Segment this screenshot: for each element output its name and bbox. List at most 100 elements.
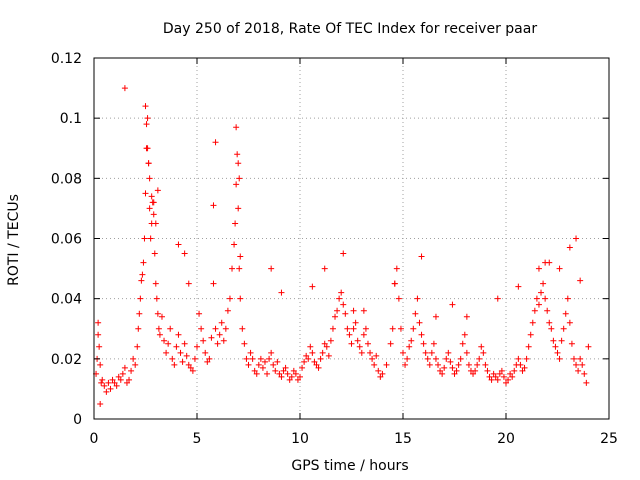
data-point: [465, 361, 472, 368]
data-point: [523, 355, 530, 362]
x-axis-label: GPS time / hours: [291, 458, 408, 474]
data-point: [478, 343, 485, 350]
data-point: [261, 358, 268, 365]
data-point: [175, 241, 182, 248]
data-point: [529, 319, 536, 326]
data-point: [224, 307, 231, 314]
data-point: [379, 370, 386, 377]
data-point: [303, 352, 310, 359]
data-point: [119, 370, 126, 377]
data-point: [350, 307, 357, 314]
data-point: [575, 367, 582, 374]
data-point: [546, 259, 553, 266]
data-point: [422, 349, 429, 356]
data-point: [538, 289, 545, 296]
data-point: [210, 280, 217, 287]
data-point: [214, 340, 221, 347]
data-point: [286, 376, 293, 383]
data-point: [362, 325, 369, 332]
data-point: [490, 370, 497, 377]
data-point: [321, 265, 328, 272]
data-point: [181, 250, 188, 257]
data-point: [474, 361, 481, 368]
data-point: [202, 349, 209, 356]
data-point: [278, 373, 285, 380]
data-point: [299, 364, 306, 371]
data-point: [356, 343, 363, 350]
data-point: [151, 250, 158, 257]
data-point: [171, 361, 178, 368]
data-point: [360, 307, 367, 314]
data-point: [535, 265, 542, 272]
data-point: [503, 379, 509, 386]
data-point: [342, 310, 349, 317]
data-point: [447, 358, 454, 365]
data-point: [212, 325, 219, 332]
data-point: [241, 340, 248, 347]
y-tick-label: 0.04: [51, 292, 82, 308]
data-point: [568, 340, 575, 347]
data-point: [198, 325, 205, 332]
y-tick-label: 0.08: [51, 171, 82, 187]
data-point: [297, 373, 303, 380]
data-point: [420, 340, 427, 347]
data-point: [334, 307, 341, 314]
chart-title: Day 250 of 2018, Rate Of TEC Index for r…: [163, 21, 537, 37]
data-point: [145, 160, 152, 167]
data-point: [253, 370, 260, 377]
data-point: [233, 181, 240, 188]
data-point: [132, 361, 139, 368]
data-point: [147, 235, 154, 242]
data-point: [577, 277, 584, 284]
data-point: [130, 355, 137, 362]
data-point: [459, 340, 466, 347]
data-point: [177, 349, 184, 356]
data-point: [387, 340, 394, 347]
data-point: [463, 349, 470, 356]
data-point: [511, 367, 518, 374]
data-point: [323, 343, 330, 350]
x-tick-label: 15: [394, 431, 412, 447]
data-point: [494, 376, 501, 383]
grid-lines: [94, 58, 609, 419]
data-point: [268, 349, 275, 356]
data-point: [235, 160, 242, 167]
data-point: [307, 343, 314, 350]
data-point: [96, 343, 103, 350]
data-point: [480, 349, 487, 356]
data-point: [245, 361, 252, 368]
data-point: [97, 361, 104, 368]
data-point: [247, 349, 254, 356]
data-point: [268, 265, 275, 272]
data-point: [531, 307, 538, 314]
data-point: [344, 325, 351, 332]
data-point: [144, 145, 151, 152]
data-point: [183, 352, 190, 359]
data-point: [484, 367, 491, 374]
data-point: [428, 349, 435, 356]
data-point: [463, 313, 470, 320]
data-point: [412, 310, 419, 317]
data-point: [432, 355, 439, 362]
data-point: [309, 283, 316, 290]
data-point: [233, 124, 240, 131]
data-point: [352, 319, 359, 326]
data-point: [354, 337, 361, 344]
data-point: [251, 367, 258, 374]
data-point: [229, 265, 236, 272]
data-point: [95, 319, 102, 326]
y-tick-label: 0: [73, 412, 82, 428]
data-point: [515, 355, 522, 362]
data-point: [329, 325, 336, 332]
data-point: [181, 340, 188, 347]
data-point: [311, 358, 318, 365]
data-point: [348, 340, 355, 347]
data-point: [272, 367, 279, 374]
data-point: [424, 355, 431, 362]
data-point: [270, 361, 277, 368]
data-point: [113, 382, 120, 389]
data-point: [280, 367, 287, 374]
data-point: [210, 202, 217, 209]
data-point: [404, 355, 411, 362]
